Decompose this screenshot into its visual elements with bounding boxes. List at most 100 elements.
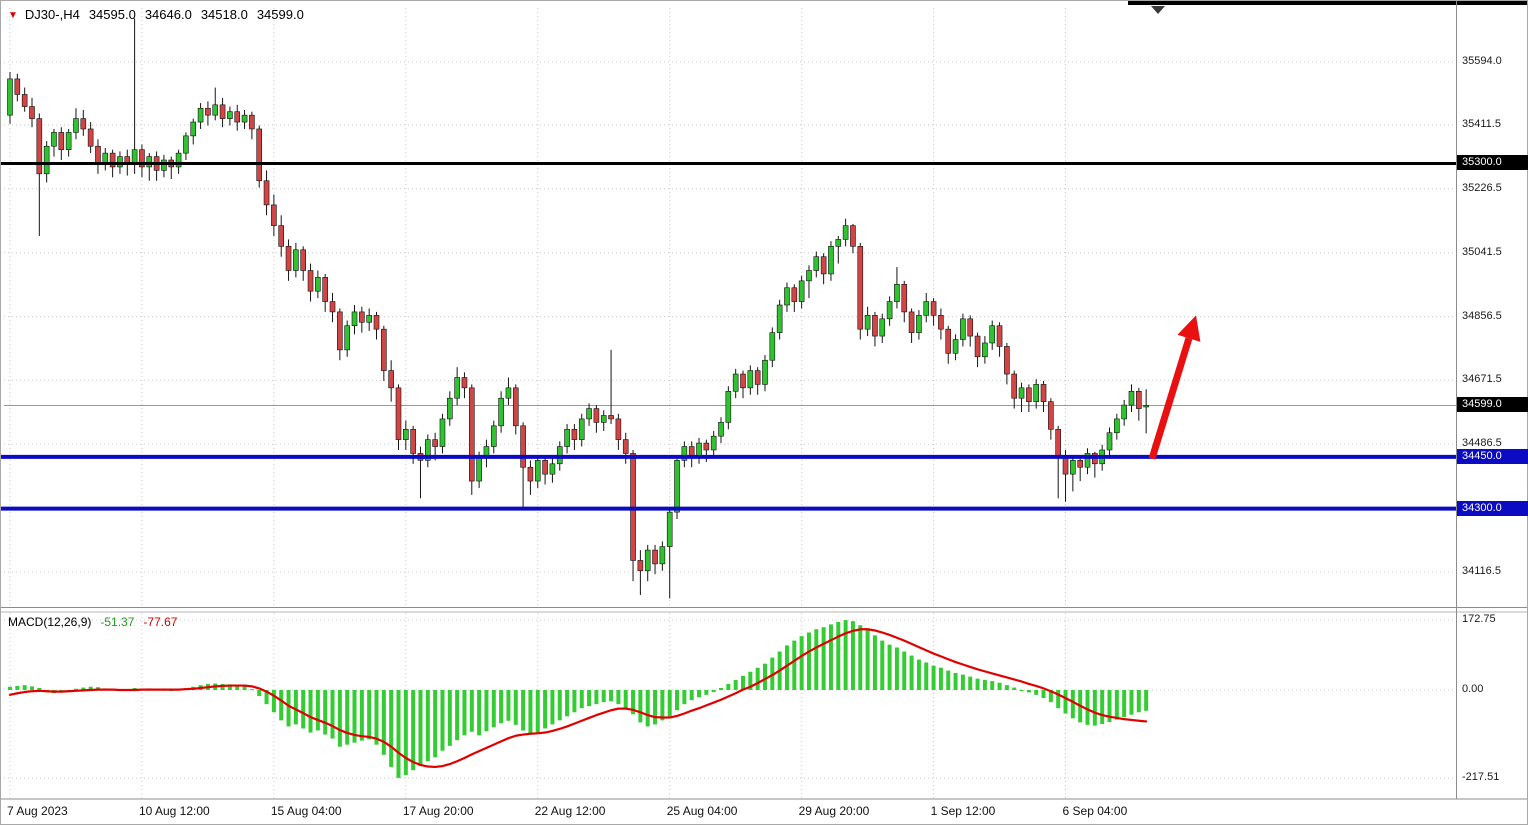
candle-bearish xyxy=(938,315,944,330)
macd-histogram-bar xyxy=(235,685,240,690)
macd-histogram-bar xyxy=(315,690,320,731)
candle-bullish xyxy=(659,546,666,565)
macd-histogram-bar xyxy=(645,690,650,727)
macd-histogram-bar xyxy=(521,690,526,731)
macd-histogram-bar xyxy=(1092,690,1097,726)
macd-histogram-bar xyxy=(997,682,1002,690)
candle-bullish xyxy=(102,152,109,164)
chart-shift-marker-icon[interactable] xyxy=(1151,6,1165,14)
candle-bearish xyxy=(872,315,878,337)
macd-histogram-bar xyxy=(1063,690,1068,714)
candle-bullish xyxy=(190,121,197,137)
macd-histogram-bar xyxy=(850,621,855,690)
macd-histogram-bar xyxy=(506,690,511,721)
top-right-strip xyxy=(1128,0,1528,5)
candle-bullish xyxy=(1128,391,1135,406)
macd-histogram-bar xyxy=(587,690,592,707)
macd-histogram-bar xyxy=(931,665,936,690)
macd-histogram-bar xyxy=(29,686,34,690)
candle-bearish xyxy=(571,428,578,440)
macd-histogram-bar xyxy=(403,690,408,776)
candle-bearish xyxy=(468,387,475,482)
candle-bearish xyxy=(109,152,116,168)
candle-bearish xyxy=(388,370,394,389)
candle-bearish xyxy=(1136,391,1142,409)
candle-bullish xyxy=(784,287,790,306)
macd-histogram-bar xyxy=(1144,690,1149,711)
candle-bearish xyxy=(652,549,658,565)
macd-histogram-bar xyxy=(638,690,643,723)
macd-histogram-bar xyxy=(242,685,247,690)
macd-histogram-bar xyxy=(953,672,958,690)
macd-histogram-bar xyxy=(286,690,291,727)
candle-bearish xyxy=(410,428,416,454)
candle-bullish xyxy=(73,118,79,133)
macd-histogram-bar xyxy=(323,690,328,735)
candle-bearish xyxy=(703,442,710,451)
macd-histogram-bar xyxy=(308,690,313,733)
candle-bearish xyxy=(87,128,94,147)
candle-bearish xyxy=(263,180,270,206)
macd-histogram-bar xyxy=(726,683,731,690)
macd-histogram-bar xyxy=(1122,690,1127,718)
macd-signal-line xyxy=(8,628,1148,769)
candle-bullish xyxy=(454,377,460,399)
candle-bullish xyxy=(425,439,431,461)
candle-bullish xyxy=(674,460,680,513)
macd-histogram-bar xyxy=(249,689,254,691)
candle-bullish xyxy=(212,104,219,116)
trend-arrow-shaft[interactable] xyxy=(1148,337,1193,460)
candle-bullish xyxy=(806,270,812,282)
macd-histogram-bar xyxy=(704,690,709,695)
candle-bullish xyxy=(175,152,182,168)
macd-histogram-bar xyxy=(762,663,767,690)
candle-bearish xyxy=(329,301,336,313)
candle-bullish xyxy=(923,301,930,316)
candle-bullish xyxy=(505,387,512,399)
candle-bullish xyxy=(747,370,754,389)
macd-histogram-bar xyxy=(667,690,672,717)
macd-histogram-bar xyxy=(916,659,921,690)
candle-bearish xyxy=(337,311,343,351)
macd-histogram-bar xyxy=(601,690,606,703)
candle-bullish xyxy=(490,425,497,447)
candle-bullish xyxy=(1033,384,1039,402)
candle-bearish xyxy=(271,204,277,226)
macd-histogram-bar xyxy=(499,690,504,724)
candle-bullish xyxy=(498,397,504,427)
macd-histogram-bar xyxy=(653,690,658,725)
macd-histogram-bar xyxy=(73,688,78,690)
candle-bullish xyxy=(886,301,893,320)
macd-histogram-bar xyxy=(477,690,482,736)
candle-bullish xyxy=(403,428,409,440)
trend-arrow-head[interactable] xyxy=(1177,315,1201,342)
macd-histogram-bar xyxy=(711,690,716,693)
candle-bearish xyxy=(1011,373,1018,399)
candle-bearish xyxy=(754,370,761,385)
candle-bullish xyxy=(776,304,783,333)
macd-histogram-bar xyxy=(675,690,680,711)
macd-histogram-bar xyxy=(806,632,811,690)
macd-histogram-bar xyxy=(631,690,636,715)
candle-bullish xyxy=(51,132,57,147)
candle-bullish xyxy=(7,78,13,116)
macd-histogram-bar xyxy=(396,690,401,778)
candle-bearish xyxy=(285,246,292,271)
macd-histogram-bar xyxy=(741,675,745,690)
macd-histogram-bar xyxy=(1004,685,1009,690)
candle-bullish xyxy=(732,373,739,392)
candle-bullish xyxy=(916,315,922,333)
candle-bearish xyxy=(820,256,827,275)
macd-histogram-bar xyxy=(1012,687,1017,690)
candle-bullish xyxy=(835,239,842,247)
candle-bullish xyxy=(762,359,768,385)
macd-histogram-bar xyxy=(814,629,819,690)
macd-histogram-bar xyxy=(799,636,804,690)
candle-bearish xyxy=(300,249,307,271)
candle-bullish xyxy=(769,332,776,361)
candle-bullish xyxy=(681,446,688,461)
candle-bearish xyxy=(139,149,145,168)
candle-bullish xyxy=(952,339,959,354)
macd-histogram-bar xyxy=(389,690,394,767)
